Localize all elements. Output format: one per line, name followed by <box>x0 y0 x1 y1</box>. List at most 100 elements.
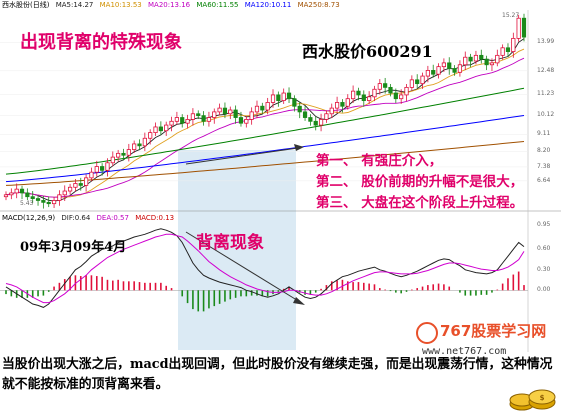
candle <box>318 119 324 126</box>
candle <box>425 70 430 77</box>
price-axis-label: 11.23 <box>537 90 555 98</box>
candle <box>84 177 89 186</box>
candle <box>14 188 19 194</box>
candle <box>313 120 318 126</box>
candle <box>393 92 398 100</box>
macd-legend-name: MACD(12,26,9) <box>2 214 56 222</box>
candle <box>441 62 446 68</box>
price-axis-label: 6.64 <box>537 176 551 184</box>
candle <box>121 152 126 156</box>
candle <box>286 92 292 100</box>
candle <box>137 143 142 147</box>
caption: 当股价出现大涨之后，macd出现回调，但此时股价没有继续走强，而是出现震荡行情，… <box>2 357 553 392</box>
ma20-line <box>5 57 525 198</box>
candle <box>19 188 25 194</box>
candle <box>457 64 463 73</box>
title-annotation: 出现背离的特殊现象 <box>20 32 182 53</box>
candle <box>399 94 404 100</box>
candle <box>302 111 308 118</box>
ma60-line <box>5 87 525 175</box>
candle <box>340 102 345 107</box>
candle <box>132 143 137 150</box>
price-axis-label: 13.99 <box>537 38 555 46</box>
logo-text: 767股票学习网 <box>440 322 547 340</box>
candle <box>174 117 179 122</box>
candle <box>308 117 313 122</box>
svg-text:$: $ <box>540 394 545 402</box>
candle <box>265 102 270 111</box>
macd-axis-label: 0.00 <box>537 286 551 294</box>
candle <box>254 105 260 113</box>
legend-stock-name: 西水股份(日线) <box>2 1 50 9</box>
candle <box>383 83 388 88</box>
candle <box>377 83 382 90</box>
candle <box>484 58 489 66</box>
candle <box>409 79 414 88</box>
legend-ma10: MA10:13.53 <box>99 1 142 9</box>
reasons-list: 第一、 有强庄介入， 第二、 股价前期的升幅不是很大， 第三、 大盘在这个阶段上… <box>316 151 523 214</box>
candle <box>169 120 174 126</box>
candle <box>489 62 495 66</box>
candle <box>100 166 105 171</box>
candle <box>292 98 297 107</box>
macd-legend-macd: MACD:0.13 <box>135 214 175 222</box>
candle <box>222 107 228 115</box>
candle <box>9 192 14 196</box>
ma250-line <box>5 141 525 186</box>
candle <box>201 115 206 122</box>
macd-legend-dif: DIF:0.64 <box>61 214 91 222</box>
candle <box>212 111 217 118</box>
candle <box>479 54 484 60</box>
candle <box>345 98 350 107</box>
reason-3: 第三、 大盘在这个阶段上升过程。 <box>316 195 524 211</box>
candle <box>351 90 356 100</box>
candle <box>148 132 153 139</box>
candle <box>35 198 41 201</box>
candle <box>420 75 425 85</box>
candle <box>238 117 244 124</box>
candle <box>249 111 254 120</box>
ma5-line <box>5 38 525 202</box>
candle <box>185 119 190 124</box>
candle <box>94 166 99 173</box>
price-axis-label: 10.12 <box>537 111 555 119</box>
candle <box>153 126 158 134</box>
candle <box>431 70 436 75</box>
candle <box>41 200 46 203</box>
candle <box>89 171 94 179</box>
price-axis-label: 7.38 <box>537 162 551 170</box>
candle <box>511 37 516 52</box>
candle <box>62 190 67 196</box>
candle <box>25 192 30 198</box>
dif-line <box>5 228 525 308</box>
legend-ma60: MA60:11.55 <box>196 1 239 9</box>
stock-annotation: 西水股价600291 <box>302 42 433 61</box>
legend-ma5: MA5:14.27 <box>55 1 94 9</box>
candle <box>30 196 35 199</box>
candle <box>217 107 222 113</box>
candle <box>500 47 505 56</box>
candle <box>180 117 185 124</box>
candle <box>447 62 452 69</box>
candle <box>260 105 265 111</box>
reason-2: 第二、 股价前期的升幅不是很大， <box>316 174 524 190</box>
ma10-line <box>5 48 525 198</box>
candle <box>415 79 420 85</box>
legend-ma120: MA120:10.11 <box>244 1 292 9</box>
candle <box>46 201 51 205</box>
candle <box>142 137 147 147</box>
trend-arrow <box>185 144 304 165</box>
candle <box>206 117 212 122</box>
candle <box>505 47 511 52</box>
chart-logo-icon <box>416 322 438 344</box>
candle <box>324 113 329 120</box>
candle <box>110 156 115 164</box>
candle <box>495 54 500 64</box>
candle <box>190 113 196 120</box>
min-price-label: 5.43 <box>20 200 34 207</box>
candle <box>463 56 468 66</box>
candle <box>164 124 169 132</box>
price-axis-label: 9.11 <box>537 130 551 138</box>
macd-axis-label: 0.30 <box>537 265 551 273</box>
dates-annotation: 09年3月09年4月 <box>20 240 127 255</box>
